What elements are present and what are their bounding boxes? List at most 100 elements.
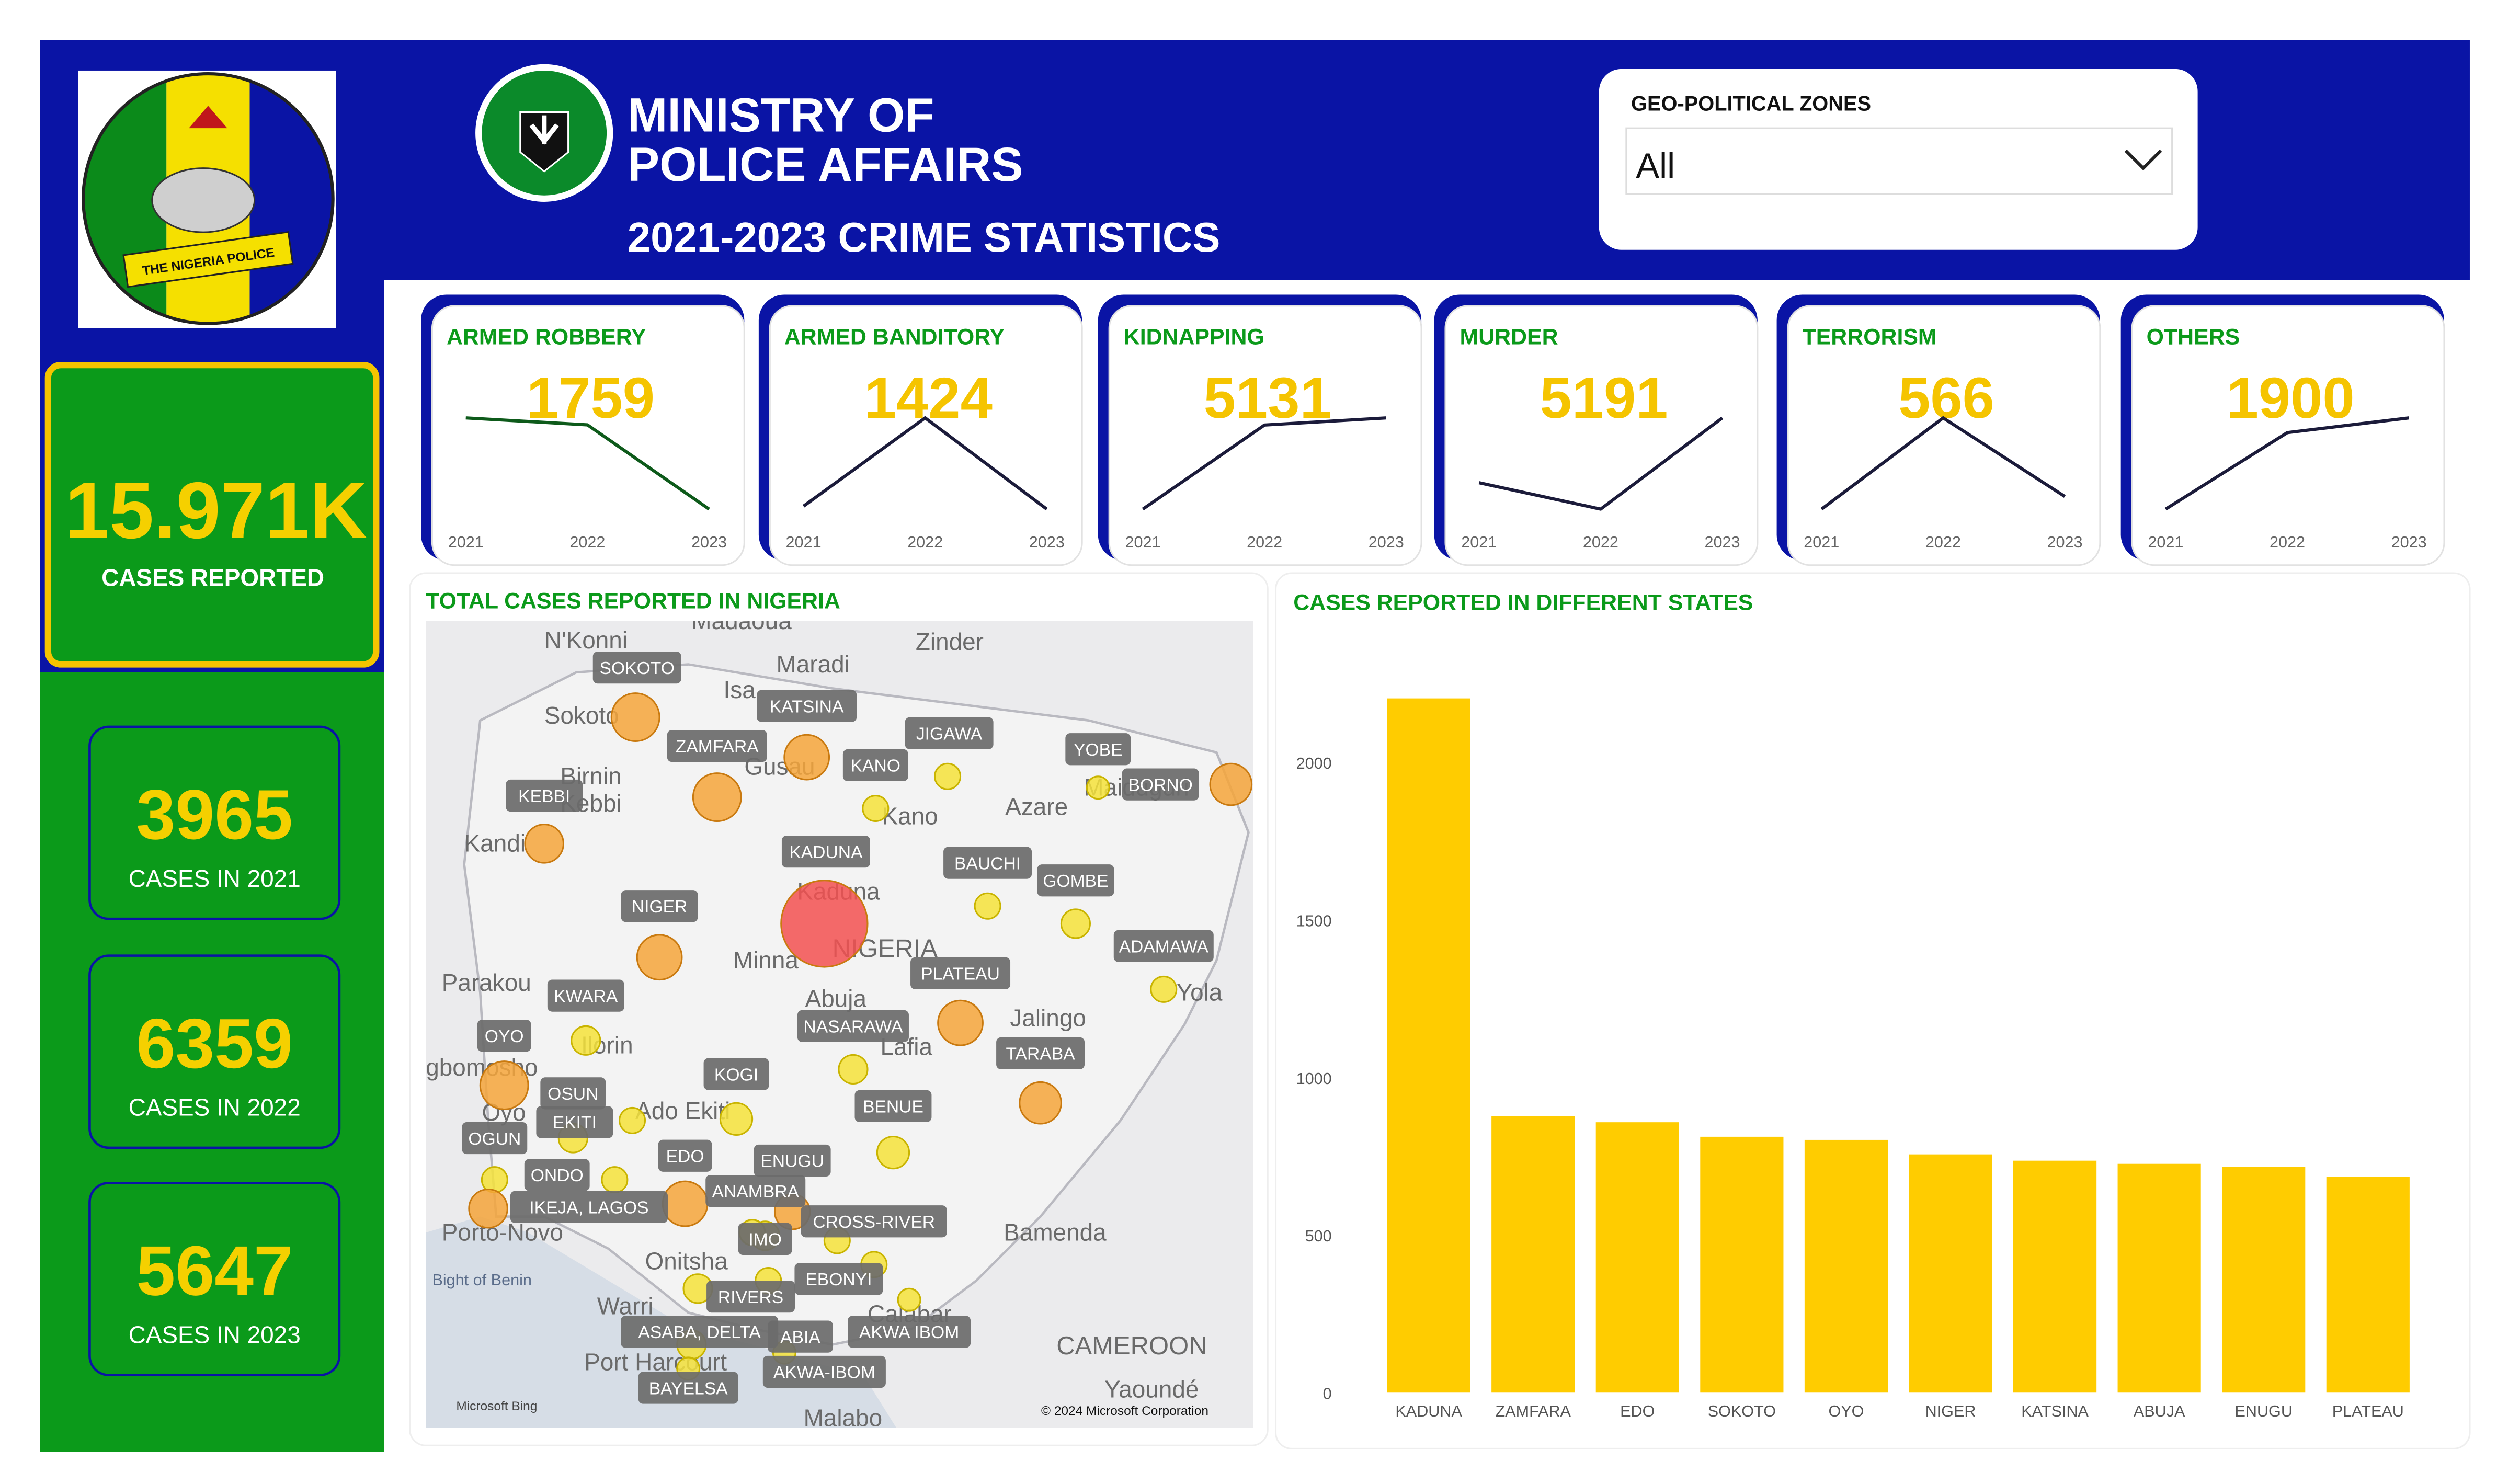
map-label: OGUN <box>468 1129 521 1149</box>
x-tick-label: ZAMFARA <box>1495 1402 1571 1420</box>
x-tick-label: OYO <box>1828 1402 1864 1420</box>
card <box>1444 305 1759 566</box>
map-label-box <box>905 717 994 749</box>
map-label-box <box>738 1223 792 1255</box>
year-label: CASES IN 2022 <box>129 1094 301 1121</box>
card-total: 5191 <box>1540 366 1668 430</box>
map-label: BORNO <box>1128 775 1192 795</box>
map-label-box <box>848 1316 971 1348</box>
year-label: CASES IN 2023 <box>129 1321 301 1348</box>
map-title: TOTAL CASES REPORTED IN NIGERIA <box>426 588 840 613</box>
map-bubble <box>897 1287 921 1312</box>
sparkline <box>1478 416 1724 511</box>
map-label-box <box>592 652 681 684</box>
bar <box>1700 1136 1784 1393</box>
map-label: RIVERS <box>718 1288 783 1307</box>
sparkline-year: 2021 <box>1125 533 1160 551</box>
sparkline-year: 2023 <box>1369 533 1404 551</box>
map-label-box <box>547 979 624 1012</box>
logo-ring <box>82 72 335 325</box>
filter-dropdown[interactable]: All <box>1625 127 2173 195</box>
filter-label: GEO-POLITICAL ZONES <box>1631 92 1871 115</box>
map-bubble <box>934 762 962 790</box>
x-tick-label: KATSINA <box>2021 1402 2089 1420</box>
map-label-box <box>1113 930 1214 962</box>
card-title: OTHERS <box>2147 324 2240 349</box>
map-label: EBONYI <box>805 1270 872 1289</box>
map-place: Yaoundé <box>1104 1375 1199 1402</box>
year-value: 6359 <box>136 1004 293 1083</box>
x-tick-label: ABUJA <box>2134 1402 2185 1420</box>
map-label-box <box>477 1020 531 1052</box>
y-tick-label: 0 <box>1323 1385 1332 1402</box>
map-place: Kano <box>882 803 938 830</box>
map-label-box <box>706 1280 795 1313</box>
map-place: Ado Ekiti <box>635 1097 730 1124</box>
year-card <box>88 954 341 1149</box>
dropdown-value[interactable]: All <box>1636 146 1675 186</box>
map-place: Maradi <box>777 650 850 678</box>
year-card <box>88 725 341 920</box>
map-label-box <box>801 1205 947 1238</box>
card-title: ARMED BANDITORY <box>784 324 1005 349</box>
title-line2: POLICE AFFAIRS <box>628 138 1023 191</box>
map-label-box <box>768 1320 833 1353</box>
map-label-box <box>510 1191 668 1223</box>
x-tick-label: SOKOTO <box>1708 1402 1776 1420</box>
sparkline-year: 2022 <box>1583 533 1618 551</box>
coat-of-arms-pall <box>529 115 559 145</box>
map-bubble <box>719 1102 754 1136</box>
map-bubble <box>1209 762 1253 806</box>
map-bubble <box>974 892 1001 920</box>
title-line1: MINISTRY OF <box>628 88 934 142</box>
map-bubble <box>468 1188 508 1229</box>
sparkline-year: 2022 <box>569 533 605 551</box>
x-tick-label: ENUGU <box>2234 1402 2292 1420</box>
dropdown-box[interactable] <box>1625 127 2173 195</box>
map-label: KANO <box>851 757 900 776</box>
card-total: 1900 <box>2227 366 2355 430</box>
map-label: EKITI <box>553 1113 597 1133</box>
y-tick-label: 1500 <box>1296 912 1332 930</box>
map-label-box <box>667 730 767 762</box>
map-label-box <box>842 749 908 781</box>
map-label-box <box>536 1106 613 1138</box>
x-tick-label: PLATEAU <box>2332 1402 2404 1420</box>
bar <box>2013 1160 2097 1393</box>
map-place: Zinder <box>916 628 984 655</box>
year-value: 3965 <box>136 775 293 854</box>
map-label: JIGAWA <box>916 724 983 744</box>
bar <box>2326 1177 2410 1393</box>
bar <box>1804 1139 1888 1393</box>
map-label: BENUE <box>863 1098 923 1117</box>
map-label-box <box>524 1159 590 1191</box>
bar <box>2117 1163 2201 1393</box>
map-label: YOBE <box>1074 740 1123 760</box>
card <box>431 305 745 566</box>
map-label: NASARAWA <box>803 1018 903 1037</box>
map-label: BAYELSA <box>649 1379 728 1398</box>
map-place: Sokoto <box>544 702 619 729</box>
map-label-box <box>996 1037 1085 1069</box>
year-value: 5647 <box>136 1231 293 1310</box>
card-total: 5131 <box>1204 366 1332 430</box>
sparkline <box>802 416 1048 511</box>
map-label: CROSS-RIVER <box>813 1213 935 1232</box>
sparkline-year: 2021 <box>1804 533 1839 551</box>
map-label-box <box>781 836 870 868</box>
map-place: Onitsha <box>645 1248 728 1275</box>
map-bubble <box>780 880 869 968</box>
crime-cards: ARMED ROBBERY 1759 2021 2022 2023 ARMED BANDI… <box>421 294 2445 566</box>
map-label-box <box>943 847 1032 879</box>
total-card <box>44 362 380 668</box>
card <box>2131 305 2445 566</box>
map-bubble <box>1150 975 1178 1003</box>
sidebar-green <box>40 672 384 1452</box>
map-label: ASABA, DELTA <box>638 1323 761 1342</box>
map-bubble <box>1060 908 1091 939</box>
map-bubble <box>1086 775 1110 800</box>
map-place: Isa <box>724 676 756 703</box>
dropdown-chevron[interactable] <box>2124 149 2162 170</box>
sparkline-year: 2022 <box>907 533 943 551</box>
map-label: KEBBI <box>518 787 570 806</box>
